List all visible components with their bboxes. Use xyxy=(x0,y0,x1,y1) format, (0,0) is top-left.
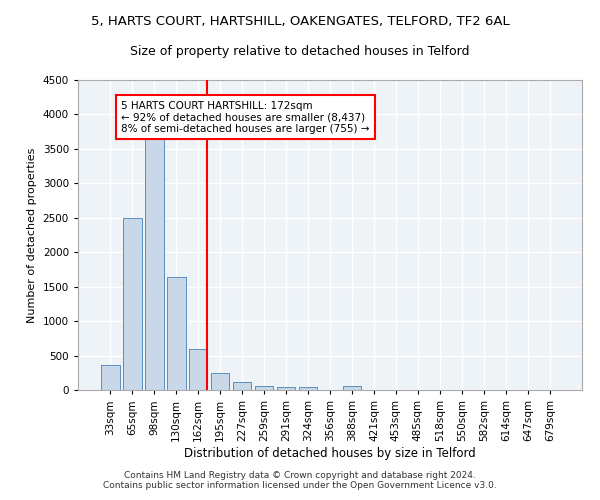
Bar xyxy=(233,382,251,390)
Bar xyxy=(101,364,119,390)
Bar xyxy=(255,386,274,390)
Text: 5 HARTS COURT HARTSHILL: 172sqm
← 92% of detached houses are smaller (8,437)
8% : 5 HARTS COURT HARTSHILL: 172sqm ← 92% of… xyxy=(121,100,370,134)
Bar xyxy=(277,387,295,390)
Bar xyxy=(211,374,229,390)
Bar xyxy=(299,387,317,390)
Bar xyxy=(167,277,185,390)
Text: 5, HARTS COURT, HARTSHILL, OAKENGATES, TELFORD, TF2 6AL: 5, HARTS COURT, HARTSHILL, OAKENGATES, T… xyxy=(91,15,509,28)
X-axis label: Distribution of detached houses by size in Telford: Distribution of detached houses by size … xyxy=(184,446,476,460)
Bar xyxy=(123,218,142,390)
Text: Contains HM Land Registry data © Crown copyright and database right 2024.
Contai: Contains HM Land Registry data © Crown c… xyxy=(103,470,497,490)
Bar xyxy=(145,132,164,390)
Bar xyxy=(343,386,361,390)
Bar xyxy=(189,348,208,390)
Text: Size of property relative to detached houses in Telford: Size of property relative to detached ho… xyxy=(130,45,470,58)
Y-axis label: Number of detached properties: Number of detached properties xyxy=(27,148,37,322)
